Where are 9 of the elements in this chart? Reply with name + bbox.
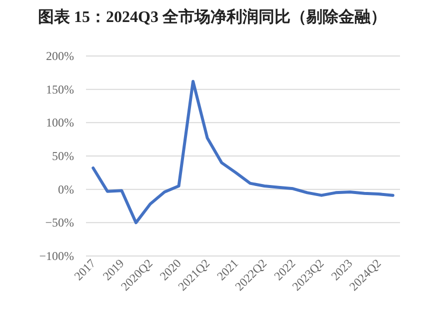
chart-title: 图表 15：2024Q3 全市场净利润同比（剔除金融） [38,8,386,26]
line-series [92,80,394,224]
y-tick-label: 0% [58,182,74,196]
y-tick-label: 50% [52,149,74,163]
y-tick-label: −50% [45,216,74,230]
y-tick-label: 100% [46,116,74,130]
y-tick-label: −100% [39,249,74,263]
y-tick-label: 200% [46,49,74,63]
y-tick-label: 150% [46,82,74,96]
